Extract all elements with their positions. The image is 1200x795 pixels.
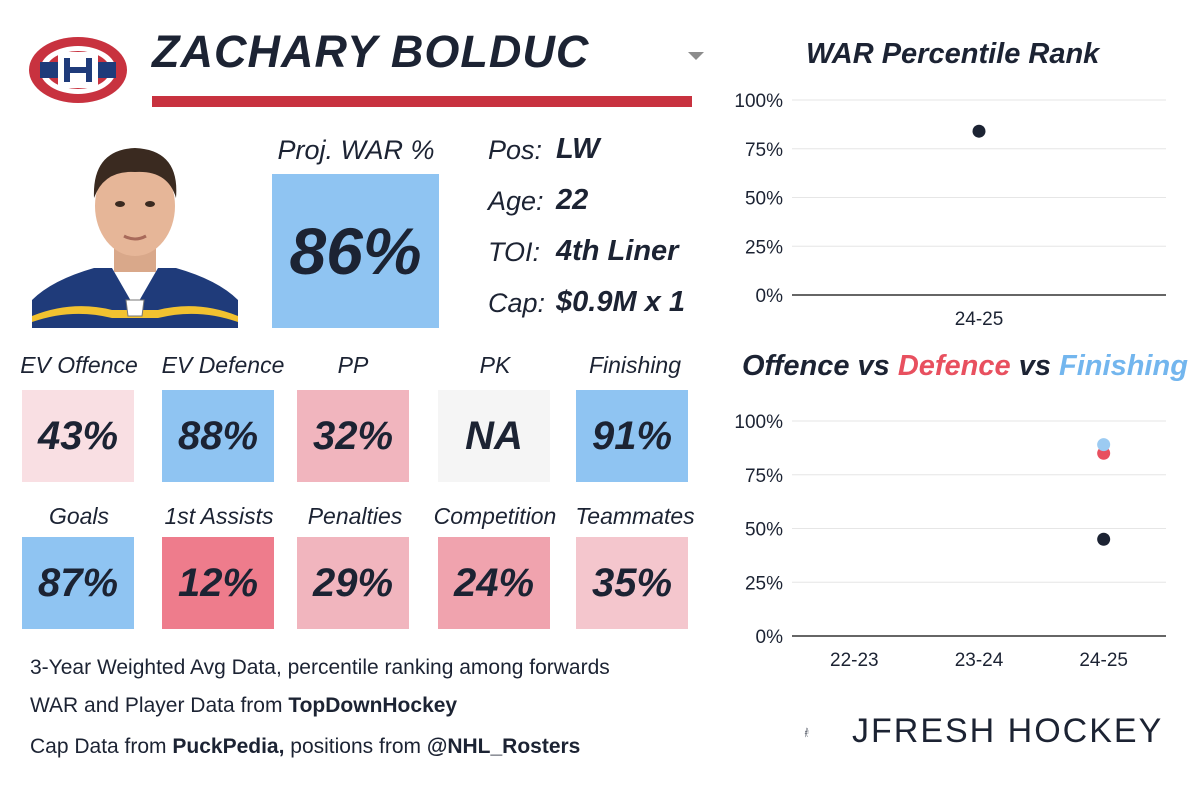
ovdvf-title-part-finishing: Finishing bbox=[1059, 350, 1188, 382]
footer-line-3-prefix: Cap Data from bbox=[30, 735, 173, 758]
tile-teammates: 35% bbox=[576, 537, 688, 629]
footer-line-3-mid: positions from bbox=[284, 735, 427, 758]
footer-line-1: 3-Year Weighted Avg Data, percentile ran… bbox=[30, 656, 610, 679]
tile-ev-offence: 43% bbox=[22, 390, 134, 482]
ovdvf-title-part-vs-2: vs bbox=[1010, 350, 1060, 382]
dropdown-arrow-icon[interactable] bbox=[688, 52, 704, 60]
tile-label-pp: PP bbox=[337, 352, 369, 378]
title-underline bbox=[152, 96, 692, 107]
y-tick-label: 25% bbox=[745, 237, 783, 258]
tile-1st-assists: 12% bbox=[162, 537, 274, 629]
tile-competition: 24% bbox=[438, 537, 550, 629]
war-chart-title: WAR Percentile Rank bbox=[806, 38, 1100, 70]
footer-line-2: WAR and Player Data from TopDownHockey bbox=[30, 694, 457, 718]
nhl-rosters-credit: @NHL_Rosters bbox=[426, 735, 581, 758]
tile-label-teammates: Teammates bbox=[575, 503, 695, 529]
y-tick-label: 0% bbox=[756, 286, 784, 307]
x-tick-label: 22-23 bbox=[830, 650, 879, 671]
y-tick-label: 50% bbox=[745, 520, 783, 541]
toi-value: 4th Liner bbox=[556, 235, 679, 267]
tile-label-ev-defence: EV Defence bbox=[161, 352, 285, 378]
tile-pk: NA bbox=[438, 390, 550, 482]
y-tick-label: 75% bbox=[745, 466, 783, 487]
pos-label: Pos: bbox=[488, 135, 543, 165]
y-tick-label: 75% bbox=[745, 140, 783, 161]
tile-goals: 87% bbox=[22, 537, 134, 629]
age-label: Age: bbox=[488, 186, 544, 216]
player-photo bbox=[32, 148, 238, 328]
tile-finishing: 91% bbox=[576, 390, 688, 482]
y-tick-label: 50% bbox=[745, 189, 783, 210]
player-name: ZACHARY BOLDUC bbox=[152, 26, 590, 77]
jfresh-hockey-stick-icon bbox=[804, 727, 809, 738]
tile-label-pk: PK bbox=[479, 352, 511, 378]
tile-penalties: 29% bbox=[297, 537, 409, 629]
data-point bbox=[972, 124, 986, 138]
war-percentile-chart: 100% 75% 50% 25% 0% 24-25 bbox=[734, 91, 1166, 330]
tile-label-1st-assists: 1st Assists bbox=[164, 503, 274, 529]
proj-war-value: 86% bbox=[272, 174, 439, 328]
tile-label-penalties: Penalties bbox=[307, 503, 403, 529]
x-tick-label: 24-25 bbox=[1079, 650, 1128, 671]
toi-label: TOI: bbox=[488, 237, 541, 267]
age-value: 22 bbox=[556, 184, 589, 216]
tile-label-ev-offence: EV Offence bbox=[20, 352, 138, 378]
footer-line-3: Cap Data from PuckPedia, positions from … bbox=[30, 735, 580, 759]
ovdvf-title-part-offence: Offence bbox=[742, 350, 850, 382]
x-tick-label: 24-25 bbox=[955, 309, 1004, 330]
y-tick-label: 100% bbox=[734, 91, 783, 112]
tile-label-competition: Competition bbox=[433, 503, 557, 529]
data-point bbox=[1097, 438, 1111, 452]
y-tick-label: 0% bbox=[756, 627, 784, 648]
tile-ev-defence: 88% bbox=[162, 390, 274, 482]
offence-defence-finishing-chart: 100% 75% 50% 25% 0% 22-23 23-24 24-25 bbox=[734, 412, 1166, 671]
tile-label-goals: Goals bbox=[48, 503, 110, 529]
tile-pp: 32% bbox=[297, 390, 409, 482]
proj-war-label: Proj. WAR % bbox=[277, 135, 435, 165]
tile-label-finishing: Finishing bbox=[588, 352, 682, 378]
x-tick-label: 23-24 bbox=[955, 650, 1004, 671]
data-point bbox=[1097, 532, 1111, 546]
y-tick-label: 25% bbox=[745, 573, 783, 594]
montreal-canadiens-logo-icon bbox=[29, 37, 127, 103]
ovdvf-chart-title: Offence vs Defence vs Finishing bbox=[742, 350, 1188, 383]
footer-line-2-prefix: WAR and Player Data from bbox=[30, 694, 289, 717]
brand-name: JFRESH HOCKEY bbox=[852, 712, 1164, 750]
y-tick-label: 100% bbox=[734, 412, 783, 433]
ovdvf-title-part-defence: Defence bbox=[897, 350, 1011, 382]
puckpedia-credit: PuckPedia, bbox=[172, 735, 285, 758]
cap-label: Cap: bbox=[488, 288, 546, 318]
pos-value: LW bbox=[556, 133, 600, 165]
topdownhockey-credit: TopDownHockey bbox=[288, 694, 458, 717]
ovdvf-title-part-vs-1: vs bbox=[849, 350, 898, 382]
cap-value: $0.9M x 1 bbox=[556, 286, 685, 318]
